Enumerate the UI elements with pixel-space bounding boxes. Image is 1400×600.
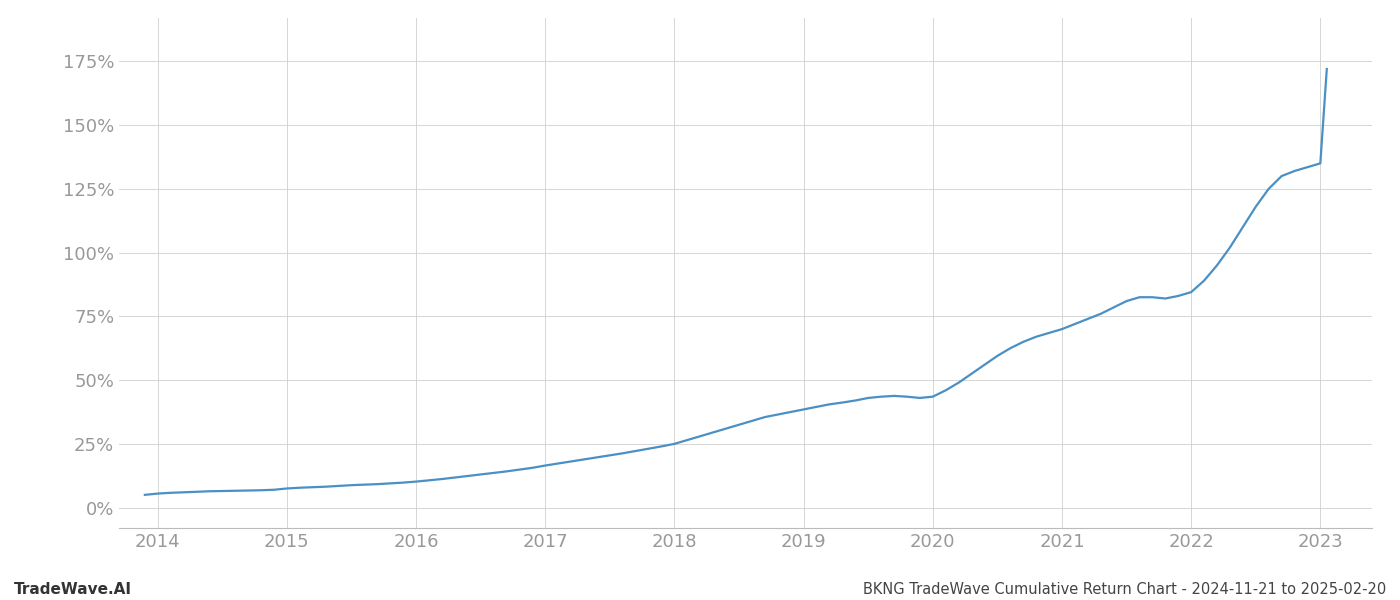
Text: BKNG TradeWave Cumulative Return Chart - 2024-11-21 to 2025-02-20: BKNG TradeWave Cumulative Return Chart -… — [862, 582, 1386, 597]
Text: TradeWave.AI: TradeWave.AI — [14, 582, 132, 597]
